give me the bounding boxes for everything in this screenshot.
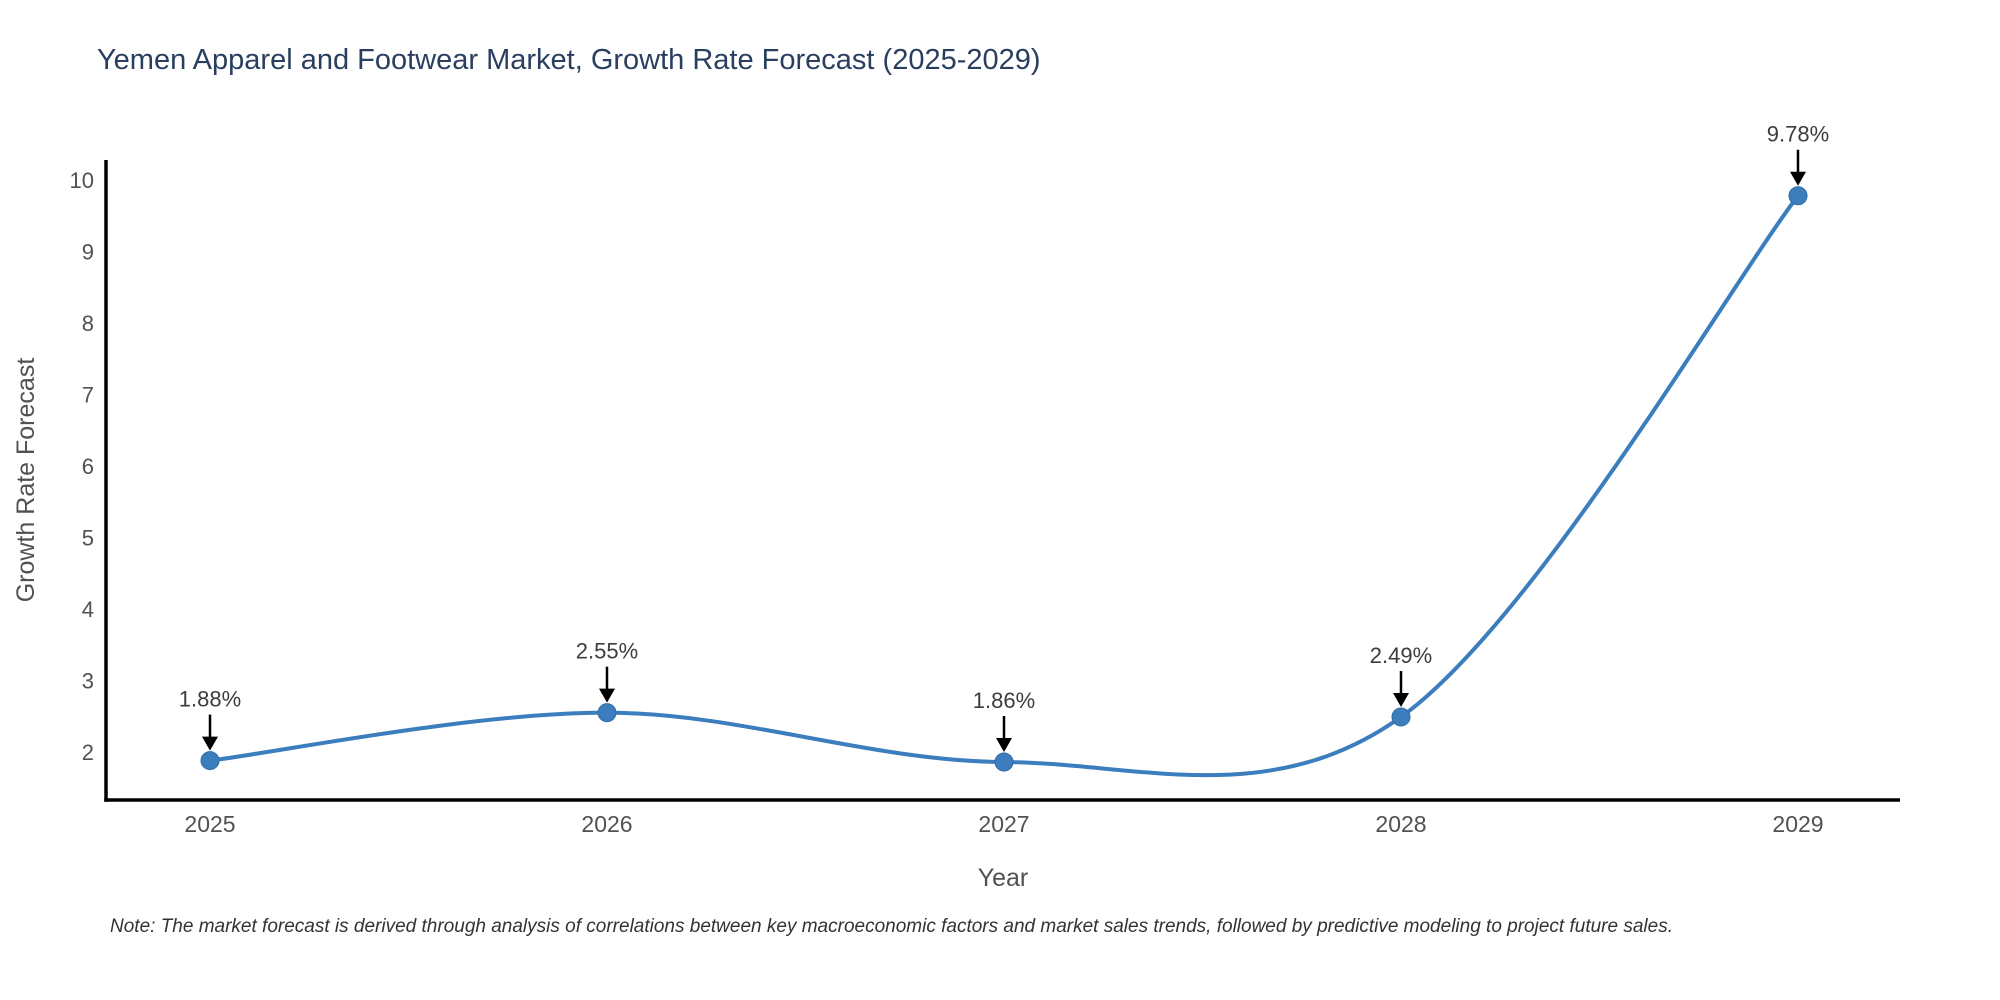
annotation-2025: 1.88% bbox=[179, 687, 241, 751]
x-tick-label: 2028 bbox=[1375, 811, 1426, 837]
data-point-2027[interactable] bbox=[994, 752, 1014, 772]
annotation-arrowhead-icon bbox=[996, 738, 1012, 753]
annotation-label: 2.49% bbox=[1370, 643, 1432, 668]
data-point-2028[interactable] bbox=[1391, 707, 1411, 727]
annotation-arrowhead-icon bbox=[1393, 692, 1409, 707]
data-point-2026[interactable] bbox=[597, 703, 617, 723]
annotation-layer: 1.88% 2.55% 1.86% 2.49% 9.78% bbox=[179, 122, 1829, 753]
annotation-label: 9.78% bbox=[1767, 122, 1829, 147]
annotation-2027: 1.86% bbox=[973, 688, 1035, 753]
series-layer bbox=[200, 186, 1808, 778]
annotation-arrowhead-icon bbox=[599, 688, 615, 703]
data-point-2029[interactable] bbox=[1788, 186, 1808, 206]
x-axis-title: Year bbox=[978, 864, 1029, 892]
annotation-2028: 2.49% bbox=[1370, 643, 1432, 707]
y-axis-title: Growth Rate Forecast bbox=[12, 358, 40, 603]
annotation-arrowhead-icon bbox=[202, 736, 218, 751]
annotation-2026: 2.55% bbox=[576, 639, 638, 703]
y-tick-label: 8 bbox=[82, 311, 94, 336]
x-tick-label: 2025 bbox=[184, 811, 235, 837]
y-tick-label: 5 bbox=[82, 526, 94, 551]
annotation-arrowhead-icon bbox=[1790, 171, 1806, 186]
footnote: Note: The market forecast is derived thr… bbox=[110, 916, 1673, 937]
y-tick-label: 9 bbox=[82, 240, 94, 265]
x-tick-label: 2026 bbox=[581, 811, 632, 837]
annotation-label: 2.55% bbox=[576, 639, 638, 664]
annotation-2029: 9.78% bbox=[1767, 122, 1829, 186]
annotation-label: 1.86% bbox=[973, 688, 1035, 713]
y-tick-label: 4 bbox=[82, 597, 94, 622]
y-tick-label: 2 bbox=[82, 740, 94, 765]
tick-label-layer: 2 3 4 5 6 7 8 9 10 2025 2026 2027 2028 2029 bbox=[70, 168, 1824, 837]
annotation-label: 1.88% bbox=[179, 687, 241, 712]
chart-title: Yemen Apparel and Footwear Market, Growt… bbox=[97, 44, 1041, 76]
data-point-2025[interactable] bbox=[200, 751, 220, 771]
y-tick-label: 3 bbox=[82, 669, 94, 694]
y-tick-label: 10 bbox=[70, 168, 94, 193]
forecast-line bbox=[208, 193, 1800, 778]
x-tick-label: 2029 bbox=[1772, 811, 1823, 837]
y-tick-label: 6 bbox=[82, 454, 94, 479]
axes-layer bbox=[104, 160, 1900, 802]
y-tick-label: 7 bbox=[82, 383, 94, 408]
x-tick-label: 2027 bbox=[978, 811, 1029, 837]
